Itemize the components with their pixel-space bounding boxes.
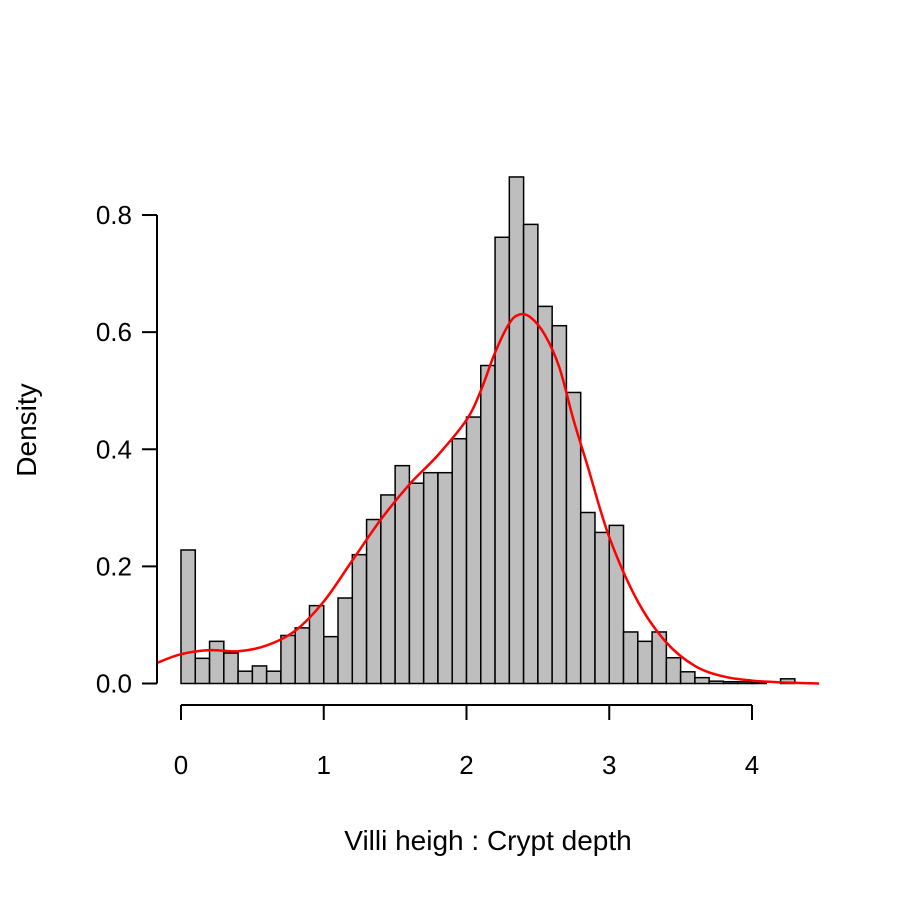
histogram-bars <box>180 176 796 685</box>
histogram-bar <box>380 494 396 685</box>
histogram-bar <box>280 634 296 685</box>
histogram-bar <box>351 553 368 685</box>
histogram-bar <box>237 670 254 685</box>
histogram-bar <box>251 665 268 685</box>
x-tick-label: 2 <box>459 750 473 780</box>
histogram-bar <box>223 652 239 685</box>
histogram-bar <box>208 640 225 685</box>
y-tick-label: 0.8 <box>96 200 132 230</box>
y-axis: 0.0 0.2 0.4 0.6 0.8 <box>96 200 158 699</box>
histogram-bar <box>437 471 453 685</box>
histogram-bar <box>579 511 596 685</box>
y-tick-label: 0.2 <box>96 551 132 581</box>
histogram-bar <box>451 437 468 685</box>
histogram-bar <box>708 680 725 685</box>
histogram-bar <box>608 524 625 685</box>
histogram-bar <box>679 671 696 685</box>
histogram-bar <box>494 236 511 685</box>
histogram-bar <box>408 482 425 685</box>
x-tick-label: 0 <box>174 750 188 780</box>
y-axis-title: Density <box>11 383 42 476</box>
x-axis-title: Villi heigh : Crypt depth <box>344 825 631 856</box>
density-curve <box>156 312 820 685</box>
histogram-bar <box>637 640 653 685</box>
histogram-bar <box>665 656 682 685</box>
x-axis: 0 1 2 3 4 <box>174 704 759 780</box>
x-tick-label: 4 <box>745 750 759 780</box>
histogram-bar <box>265 670 282 685</box>
histogram-bar <box>194 657 211 685</box>
x-tick-label: 1 <box>317 750 331 780</box>
histogram-bar <box>694 676 710 685</box>
histogram-bar <box>622 631 639 685</box>
histogram-bar <box>294 627 311 685</box>
histogram-bar <box>736 680 753 685</box>
histogram-bar <box>522 223 539 685</box>
histogram-bar <box>594 531 610 685</box>
x-tick-label: 3 <box>602 750 616 780</box>
histogram-bar <box>722 680 739 685</box>
histogram-bar <box>508 176 525 685</box>
histogram-bar <box>480 364 496 685</box>
histogram-bar <box>365 518 382 685</box>
histogram-bar <box>180 549 197 685</box>
histogram-bar <box>551 324 568 685</box>
histogram-bar <box>465 416 482 685</box>
histogram-bar <box>537 305 553 685</box>
y-tick-label: 0.4 <box>96 434 132 464</box>
histogram-bar <box>422 471 439 685</box>
histogram-bar <box>323 635 339 685</box>
y-tick-label: 0.6 <box>96 317 132 347</box>
y-tick-label: 0.0 <box>96 669 132 699</box>
histogram-bar <box>337 597 354 685</box>
